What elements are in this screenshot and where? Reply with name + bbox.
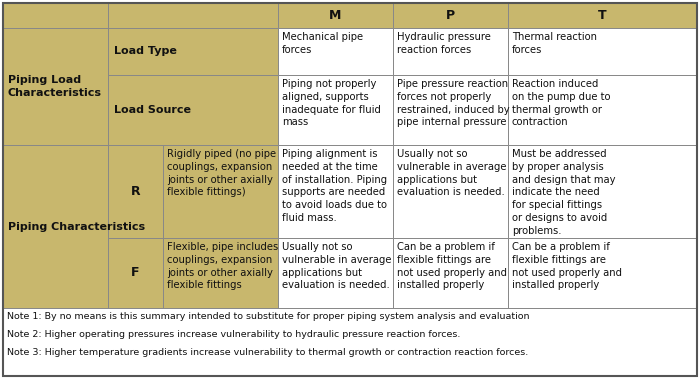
Text: Reaction induced
on the pump due to
thermal growth or
contraction: Reaction induced on the pump due to ther…: [512, 79, 610, 127]
Bar: [393, 145, 508, 238]
Text: R: R: [131, 185, 140, 198]
Bar: [508, 75, 697, 145]
Bar: [163, 238, 278, 308]
Bar: [278, 28, 393, 75]
Bar: [108, 75, 278, 145]
Text: Load Source: Load Source: [114, 105, 191, 115]
Bar: [3, 145, 108, 308]
Text: Can be a problem if
flexible fittings are
not used properly and
installed proper: Can be a problem if flexible fittings ar…: [397, 242, 507, 290]
Text: Hydraulic pressure
reaction forces: Hydraulic pressure reaction forces: [397, 32, 491, 55]
Bar: [108, 3, 278, 28]
Text: Piping Load
Characteristics: Piping Load Characteristics: [8, 75, 102, 98]
Text: Can be a problem if
flexible fittings are
not used properly and
installed proper: Can be a problem if flexible fittings ar…: [512, 242, 622, 290]
Text: Pipe pressure reaction
forces not properly
restrained, induced by
pipe internal : Pipe pressure reaction forces not proper…: [397, 79, 510, 127]
Text: Rigidly piped (no pipe
couplings, expansion
joints or other axially
flexible fit: Rigidly piped (no pipe couplings, expans…: [167, 149, 276, 197]
Text: F: F: [132, 266, 140, 279]
Text: Piping Characteristics: Piping Characteristics: [8, 221, 145, 232]
Text: Usually not so
vulnerable in average
applications but
evaluation is needed.: Usually not so vulnerable in average app…: [397, 149, 507, 197]
Text: Must be addressed
by proper analysis
and design that may
indicate the need
for s: Must be addressed by proper analysis and…: [512, 149, 615, 236]
Bar: [278, 75, 393, 145]
Bar: [3, 28, 108, 145]
Bar: [393, 28, 508, 75]
Text: Note 3: Higher temperature gradients increase vulnerability to thermal growth or: Note 3: Higher temperature gradients inc…: [7, 348, 528, 357]
Bar: [3, 308, 697, 376]
Bar: [108, 28, 278, 75]
Bar: [163, 145, 278, 238]
Text: Usually not so
vulnerable in average
applications but
evaluation is needed.: Usually not so vulnerable in average app…: [282, 242, 391, 290]
Text: Note 2: Higher operating pressures increase vulnerability to hydraulic pressure : Note 2: Higher operating pressures incre…: [7, 330, 461, 339]
Bar: [393, 75, 508, 145]
Text: Flexible, pipe includes
couplings, expansion
joints or other axially
flexible fi: Flexible, pipe includes couplings, expan…: [167, 242, 279, 290]
Bar: [278, 145, 393, 238]
Bar: [108, 145, 163, 238]
Text: M: M: [329, 9, 342, 22]
Text: T: T: [598, 9, 607, 22]
Text: Note 1: By no means is this summary intended to substitute for proper piping sys: Note 1: By no means is this summary inte…: [7, 312, 529, 321]
Bar: [508, 28, 697, 75]
Text: Piping not properly
aligned, supports
inadequate for fluid
mass: Piping not properly aligned, supports in…: [282, 79, 381, 127]
Text: Load Type: Load Type: [114, 47, 177, 56]
Bar: [278, 238, 393, 308]
Bar: [393, 238, 508, 308]
Bar: [508, 238, 697, 308]
Text: Piping alignment is
needed at the time
of installation. Piping
supports are need: Piping alignment is needed at the time o…: [282, 149, 387, 223]
Bar: [508, 3, 697, 28]
Bar: [3, 3, 108, 28]
Bar: [108, 238, 163, 308]
Text: Thermal reaction
forces: Thermal reaction forces: [512, 32, 597, 55]
Bar: [508, 145, 697, 238]
Bar: [278, 3, 393, 28]
Text: Mechanical pipe
forces: Mechanical pipe forces: [282, 32, 363, 55]
Bar: [393, 3, 508, 28]
Text: P: P: [446, 9, 455, 22]
